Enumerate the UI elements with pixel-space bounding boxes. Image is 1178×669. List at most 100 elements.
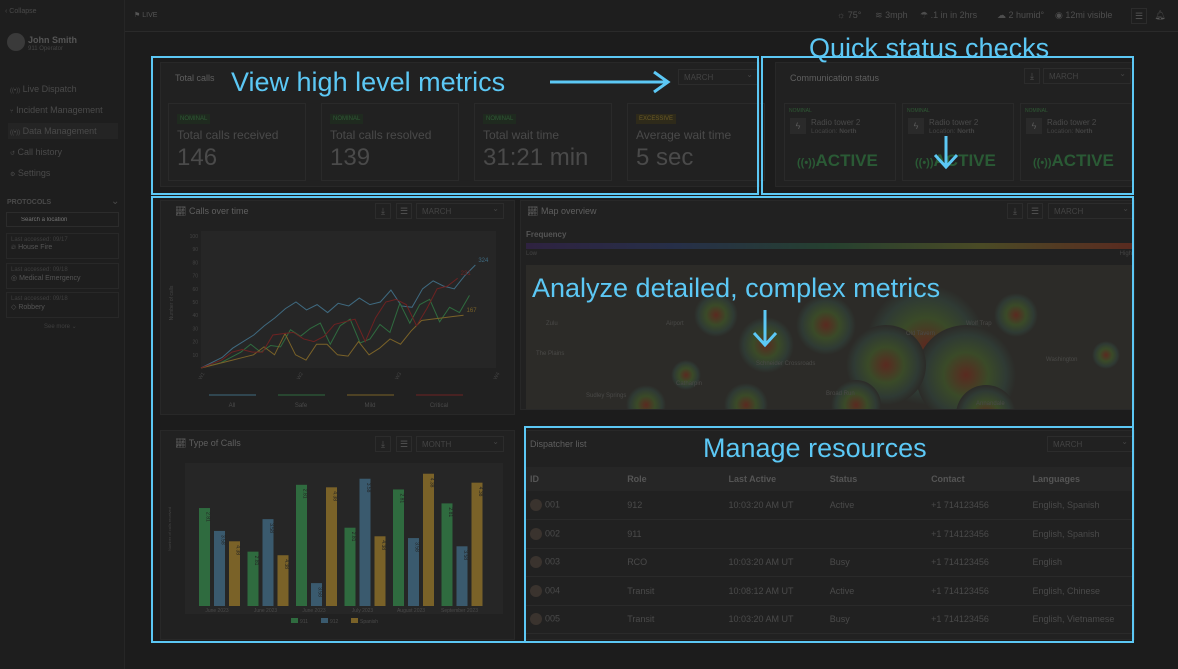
month-select[interactable]: MARCH [1048, 203, 1134, 219]
table-row[interactable]: 001 912 10:03:20 AM UT Active +1 714123456 En… [526, 491, 1134, 520]
protocol-item[interactable]: Last accessed: 09/17 🔥︎ House Fire [6, 233, 119, 259]
protocol-item[interactable]: Last accessed: 09/18 ◇ Robbery [6, 292, 119, 318]
download-icon[interactable]: ⤓ [375, 203, 391, 219]
metric-card: NOMINAL Total calls received 146 [168, 103, 306, 181]
tower-name: Radio tower 2 [1047, 118, 1097, 127]
column-header[interactable]: Last Active [728, 467, 830, 491]
weather-wind: ≋ 3mph [875, 10, 908, 21]
cell-text: Busy [829, 557, 850, 568]
cell-text: 911 [627, 528, 642, 539]
legend-label[interactable]: Spanish [360, 619, 378, 625]
download-icon[interactable]: ⤓ [375, 436, 391, 452]
legend-label[interactable]: 911 [300, 619, 308, 625]
user-role: 911 Operator [28, 46, 63, 52]
sidebar-item-call-history[interactable]: ↺ Call history [8, 144, 118, 160]
tower-status: ((•))ACTIVE [1033, 151, 1114, 171]
bar-911 [247, 551, 259, 606]
month-select[interactable]: MONTH [416, 436, 504, 452]
table-cell: +1 714123456 [931, 576, 1033, 606]
avatar [530, 584, 542, 597]
map-place-label: Broad Run [826, 391, 855, 397]
legend-label[interactable]: All [229, 403, 236, 409]
download-icon[interactable]: ⤓ [1007, 203, 1023, 219]
protocol-item[interactable]: Last accessed: 09/18 ◎ Medical Emergency [6, 262, 119, 289]
sidebar-item-label: Call history [17, 147, 63, 157]
bar-911 [344, 527, 356, 606]
fire-icon: 🔥︎ [11, 244, 17, 251]
protocol-name-row: ◎ Medical Emergency [11, 274, 114, 282]
legend-label[interactable]: Mild [364, 403, 375, 409]
panel-title: Dispatcher list [530, 439, 587, 449]
table-cell: Busy [829, 605, 932, 634]
download-icon[interactable]: ⤓ [1024, 68, 1040, 84]
table-cell: English, Chinese [1032, 576, 1134, 606]
column-header[interactable]: Contact [931, 467, 1033, 491]
legend-label[interactable]: Critical [430, 403, 448, 409]
annotation-text-status: Quick status checks [809, 33, 1050, 63]
filter-icon[interactable]: ☰ [396, 436, 412, 452]
table-row[interactable]: 003 RCO 10:03:20 AM UT Busy +1 714123456 Engl… [526, 548, 1134, 577]
protocol-name-row: 🔥︎ House Fire [11, 244, 114, 252]
x-tick-label: July 2023 [352, 608, 374, 614]
see-more-button[interactable]: See more ⌄ [44, 324, 77, 330]
wind-icon: ≋ [875, 10, 883, 20]
table-row[interactable]: 005 Transit 10:03:20 AM UT Busy +1 714123456… [526, 605, 1134, 634]
bar-912 [359, 478, 371, 606]
live-indicator[interactable]: ⚑ LIVE [134, 11, 157, 19]
month-select[interactable]: MARCH [678, 69, 758, 85]
bar-912 [408, 538, 419, 606]
protocol-search-input[interactable] [6, 212, 119, 227]
month-select[interactable]: MARCH [416, 203, 504, 219]
network-icon: ⑂ [10, 109, 14, 115]
high-label: High [1119, 251, 1132, 257]
avatar [530, 527, 542, 540]
map-place-label: Annandale [976, 401, 1005, 407]
table-row[interactable]: 002 911 +1 714123456 English, Spanish [526, 519, 1134, 549]
heat-spot [956, 385, 1016, 409]
protocol-name: Robbery [18, 304, 45, 311]
status-badge: NOMINAL [483, 114, 517, 124]
panel-header: 📈︎ Calls over time [175, 206, 248, 217]
broadcast-icon: ((•)) [10, 130, 21, 136]
chevron-down-icon[interactable]: ⌄ [111, 196, 120, 207]
month-select[interactable]: MARCH [1043, 68, 1131, 84]
column-header[interactable]: Status [829, 467, 932, 491]
column-header[interactable]: ID [526, 467, 628, 491]
filter-settings-icon[interactable]: ☰ [1131, 8, 1147, 24]
sidebar-item-settings[interactable]: ⚙ Settings [8, 165, 118, 181]
map-place-label: Wolf Trap [966, 321, 992, 327]
column-header[interactable]: Role [627, 467, 729, 491]
column-header[interactable]: Languages [1032, 467, 1134, 491]
annotation-text-analysis: Analyze detailed, complex metrics [532, 273, 941, 303]
bar-value-label: 2.81 [302, 489, 308, 499]
table-cell: 912 [627, 491, 729, 520]
panel-title: Communication status [790, 73, 880, 83]
collapse-label: Collapse [9, 8, 37, 15]
y-tick-label: 10 [192, 353, 198, 359]
sidebar-item-live-dispatch[interactable]: ((•)) Live Dispatch [8, 81, 118, 97]
sidebar-item-label: Live Dispatch [22, 84, 77, 94]
cell-text: +1 714123456 [931, 500, 989, 510]
sidebar-item-data-management[interactable]: ((•)) Data Management [8, 123, 118, 139]
frequency-label: Frequency [526, 230, 567, 239]
table-cell: Transit [627, 605, 729, 634]
collapse-button[interactable]: ‹ Collapse [5, 8, 37, 15]
month-select[interactable]: MARCH [1047, 436, 1133, 452]
tower-status: ((•))ACTIVE [797, 151, 878, 171]
legend-label[interactable]: Safe [295, 403, 308, 409]
filter-icon[interactable]: ☰ [396, 203, 412, 219]
bell-icon[interactable]: 🔔︎ [1154, 10, 1166, 20]
panel-title: Type of Calls [188, 438, 241, 448]
metric-label: Total wait time [483, 128, 560, 142]
filter-icon[interactable]: ☰ [1027, 203, 1043, 219]
sidebar-item-incident-management[interactable]: ⑂ Incident Management [8, 102, 118, 118]
table-row[interactable]: 004 Transit 10:08:12 AM UT Active +1 7141234… [526, 576, 1134, 606]
heat-spot [694, 293, 738, 337]
status-text: ACTIVE [815, 151, 878, 170]
avatar[interactable] [7, 33, 25, 51]
status-badge: NOMINAL [1025, 108, 1048, 114]
bar-spanish [471, 482, 483, 606]
cell-text: 003 [545, 556, 561, 567]
legend-label[interactable]: 912 [330, 619, 339, 625]
bar-value-label: 4.38 [380, 540, 386, 550]
